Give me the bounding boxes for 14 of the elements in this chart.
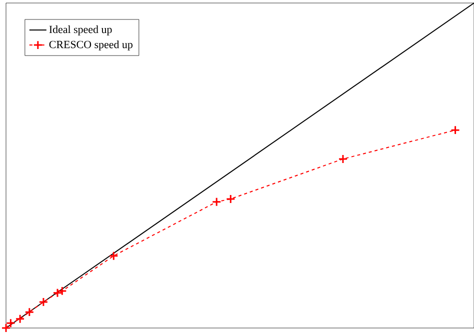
point [57, 286, 67, 296]
point [38, 297, 48, 307]
point [226, 194, 236, 204]
point [1, 323, 11, 333]
point [450, 125, 460, 135]
point [338, 154, 348, 164]
point [108, 251, 118, 261]
point [52, 288, 62, 298]
legend-label: Ideal speed up [49, 25, 112, 36]
legend-label: CRESCO speed up [49, 40, 132, 50]
point [24, 307, 34, 317]
point [15, 314, 25, 324]
point [212, 197, 222, 207]
point [6, 318, 16, 328]
